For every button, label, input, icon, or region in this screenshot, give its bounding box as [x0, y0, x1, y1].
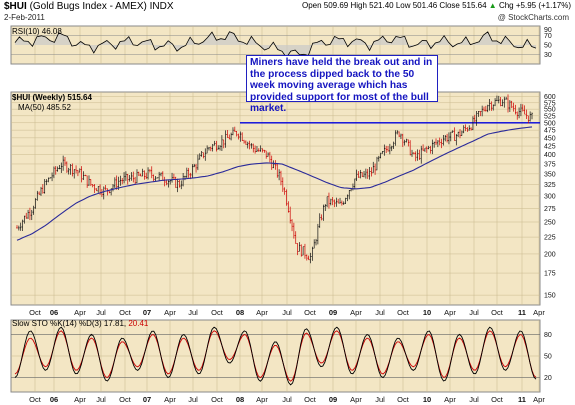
x-tick-label-bottom: Oct — [29, 395, 42, 404]
rsi-line — [14, 31, 537, 59]
price-tick-label: 225 — [544, 235, 556, 242]
x-tick-label-bottom: Apr — [533, 395, 545, 404]
ma-legend: MA(50) 485.52 — [18, 103, 71, 112]
price-tick-label: 175 — [544, 271, 556, 278]
x-tick-label-bottom: Oct — [491, 395, 504, 404]
annotation-box: Miners have held the break out and in th… — [246, 55, 438, 114]
x-tick-label-bottom: Apr — [164, 395, 176, 404]
price-tick-label: 375 — [544, 161, 556, 168]
x-tick-label-bottom: Jul — [188, 395, 198, 404]
rsi-tick-label: 30 — [544, 52, 552, 59]
x-tick-label: Apr — [74, 308, 86, 317]
x-tick-label: 11 — [518, 308, 526, 317]
x-tick-label-bottom: 11 — [518, 395, 526, 404]
x-tick-label-bottom: 09 — [329, 395, 337, 404]
price-tick-label: 450 — [544, 135, 556, 142]
x-tick-label-bottom: Jul — [375, 395, 385, 404]
x-tick-label-bottom: 06 — [50, 395, 58, 404]
sto-tick-label: 50 — [544, 354, 552, 361]
x-tick-label-bottom: Jul — [282, 395, 292, 404]
symbol: $HUI — [4, 1, 27, 12]
stochastic-legend: Slow STO %K(14) %D(3) 17.81, 20.41 — [12, 320, 148, 328]
rsi-area — [15, 31, 536, 58]
x-tick-label: Apr — [533, 308, 545, 317]
price-tick-label: 575 — [544, 100, 556, 107]
x-tick-label-bottom: Jul — [96, 395, 106, 404]
rsi-tick-label: 50 — [544, 43, 552, 50]
x-tick-label-bottom: Oct — [119, 395, 132, 404]
x-tick-label: 07 — [143, 308, 151, 317]
price-tick-label: 250 — [544, 220, 556, 227]
price-tick-label: 600 — [544, 94, 556, 101]
x-tick-label-bottom: Apr — [444, 395, 456, 404]
x-tick-label-bottom: Apr — [256, 395, 268, 404]
x-tick-label-bottom: Jul — [469, 395, 479, 404]
x-tick-label: Jul — [282, 308, 292, 317]
price-tick-label: 325 — [544, 182, 556, 189]
chart-title: $HUI (Gold Bugs Index - AMEX) INDX — [4, 2, 174, 12]
x-tick-label: Jul — [469, 308, 479, 317]
x-tick-label: Jul — [375, 308, 385, 317]
change-arrow-icon: ▲ — [488, 1, 497, 10]
x-tick-label: 06 — [50, 308, 58, 317]
price-tick-label: 425 — [544, 144, 556, 151]
ohlc-values: Open 509.69 High 521.40 Low 501.46 Close… — [301, 1, 487, 10]
x-tick-label: 09 — [329, 308, 337, 317]
price-tick-label: 150 — [544, 293, 556, 300]
price-tick-label: 550 — [544, 107, 556, 114]
sto-tick-label: 80 — [544, 332, 552, 339]
x-tick-label: Apr — [164, 308, 176, 317]
x-tick-label-bottom: Oct — [397, 395, 410, 404]
x-tick-label: Apr — [444, 308, 456, 317]
ma-line — [16, 126, 533, 241]
stochastic-legend-label: Slow STO %K(14) %D(3) 17.81, — [12, 319, 127, 328]
x-tick-label: Oct — [491, 308, 504, 317]
x-tick-label: Jul — [96, 308, 106, 317]
index-name: (Gold Bugs Index - AMEX) INDX — [26, 1, 174, 12]
price-tick-label: 500 — [544, 120, 556, 127]
price-tick-label: 275 — [544, 206, 556, 213]
x-tick-label: Oct — [211, 308, 224, 317]
x-tick-label: Apr — [256, 308, 268, 317]
x-tick-label: Oct — [397, 308, 410, 317]
price-tick-label: 400 — [544, 152, 556, 159]
x-tick-label: 08 — [236, 308, 244, 317]
x-tick-label-bottom: 07 — [143, 395, 151, 404]
x-tick-label-bottom: Oct — [304, 395, 317, 404]
x-tick-label-bottom: Apr — [74, 395, 86, 404]
change-value: Chg +5.95 (+1.17%) — [498, 1, 571, 10]
x-tick-label-bottom: 10 — [423, 395, 431, 404]
rsi-tick-label: 90 — [544, 27, 552, 34]
credit: @ StockCharts.com — [497, 13, 569, 22]
x-tick-label-bottom: 08 — [236, 395, 244, 404]
price-tick-label: 300 — [544, 193, 556, 200]
sto-k-line — [14, 326, 537, 386]
rsi-legend: RSI(10) 46.08 — [12, 27, 62, 36]
x-tick-label: Oct — [119, 308, 132, 317]
x-tick-label: 10 — [423, 308, 431, 317]
x-tick-label: Oct — [304, 308, 317, 317]
price-tick-label: 525 — [544, 113, 556, 120]
sto-tick-label: 20 — [544, 375, 552, 382]
price-tick-label: 350 — [544, 171, 556, 178]
x-tick-label: Apr — [350, 308, 362, 317]
rsi-tick-label: 70 — [544, 33, 552, 40]
stochastic-d-value: 20.41 — [128, 319, 149, 328]
price-legend: $HUI (Weekly) 515.64 — [12, 93, 92, 102]
price-tick-label: 200 — [544, 251, 556, 258]
x-tick-label: Oct — [29, 308, 42, 317]
chart-date: 2-Feb-2011 — [4, 13, 45, 22]
x-tick-label: Jul — [188, 308, 198, 317]
x-tick-label-bottom: Apr — [350, 395, 362, 404]
x-tick-label-bottom: Oct — [211, 395, 224, 404]
price-tick-label: 475 — [544, 128, 556, 135]
ohlc-readout: Open 509.69 High 521.40 Low 501.46 Close… — [302, 2, 571, 10]
price-panel — [10, 91, 541, 306]
